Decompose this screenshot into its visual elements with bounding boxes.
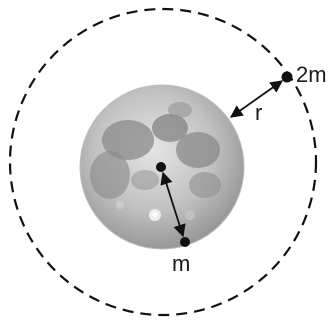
moon-radius-arrow (160, 171, 186, 238)
distance-r-arrow (229, 80, 284, 118)
dashed-orbit-circle (8, 7, 318, 317)
label-m: m (172, 251, 190, 276)
point-mass-2m (281, 71, 293, 83)
label-2m: 2m (296, 62, 327, 87)
center-point (156, 162, 166, 172)
label-r: r (255, 100, 262, 125)
point-mass-m (180, 237, 190, 247)
